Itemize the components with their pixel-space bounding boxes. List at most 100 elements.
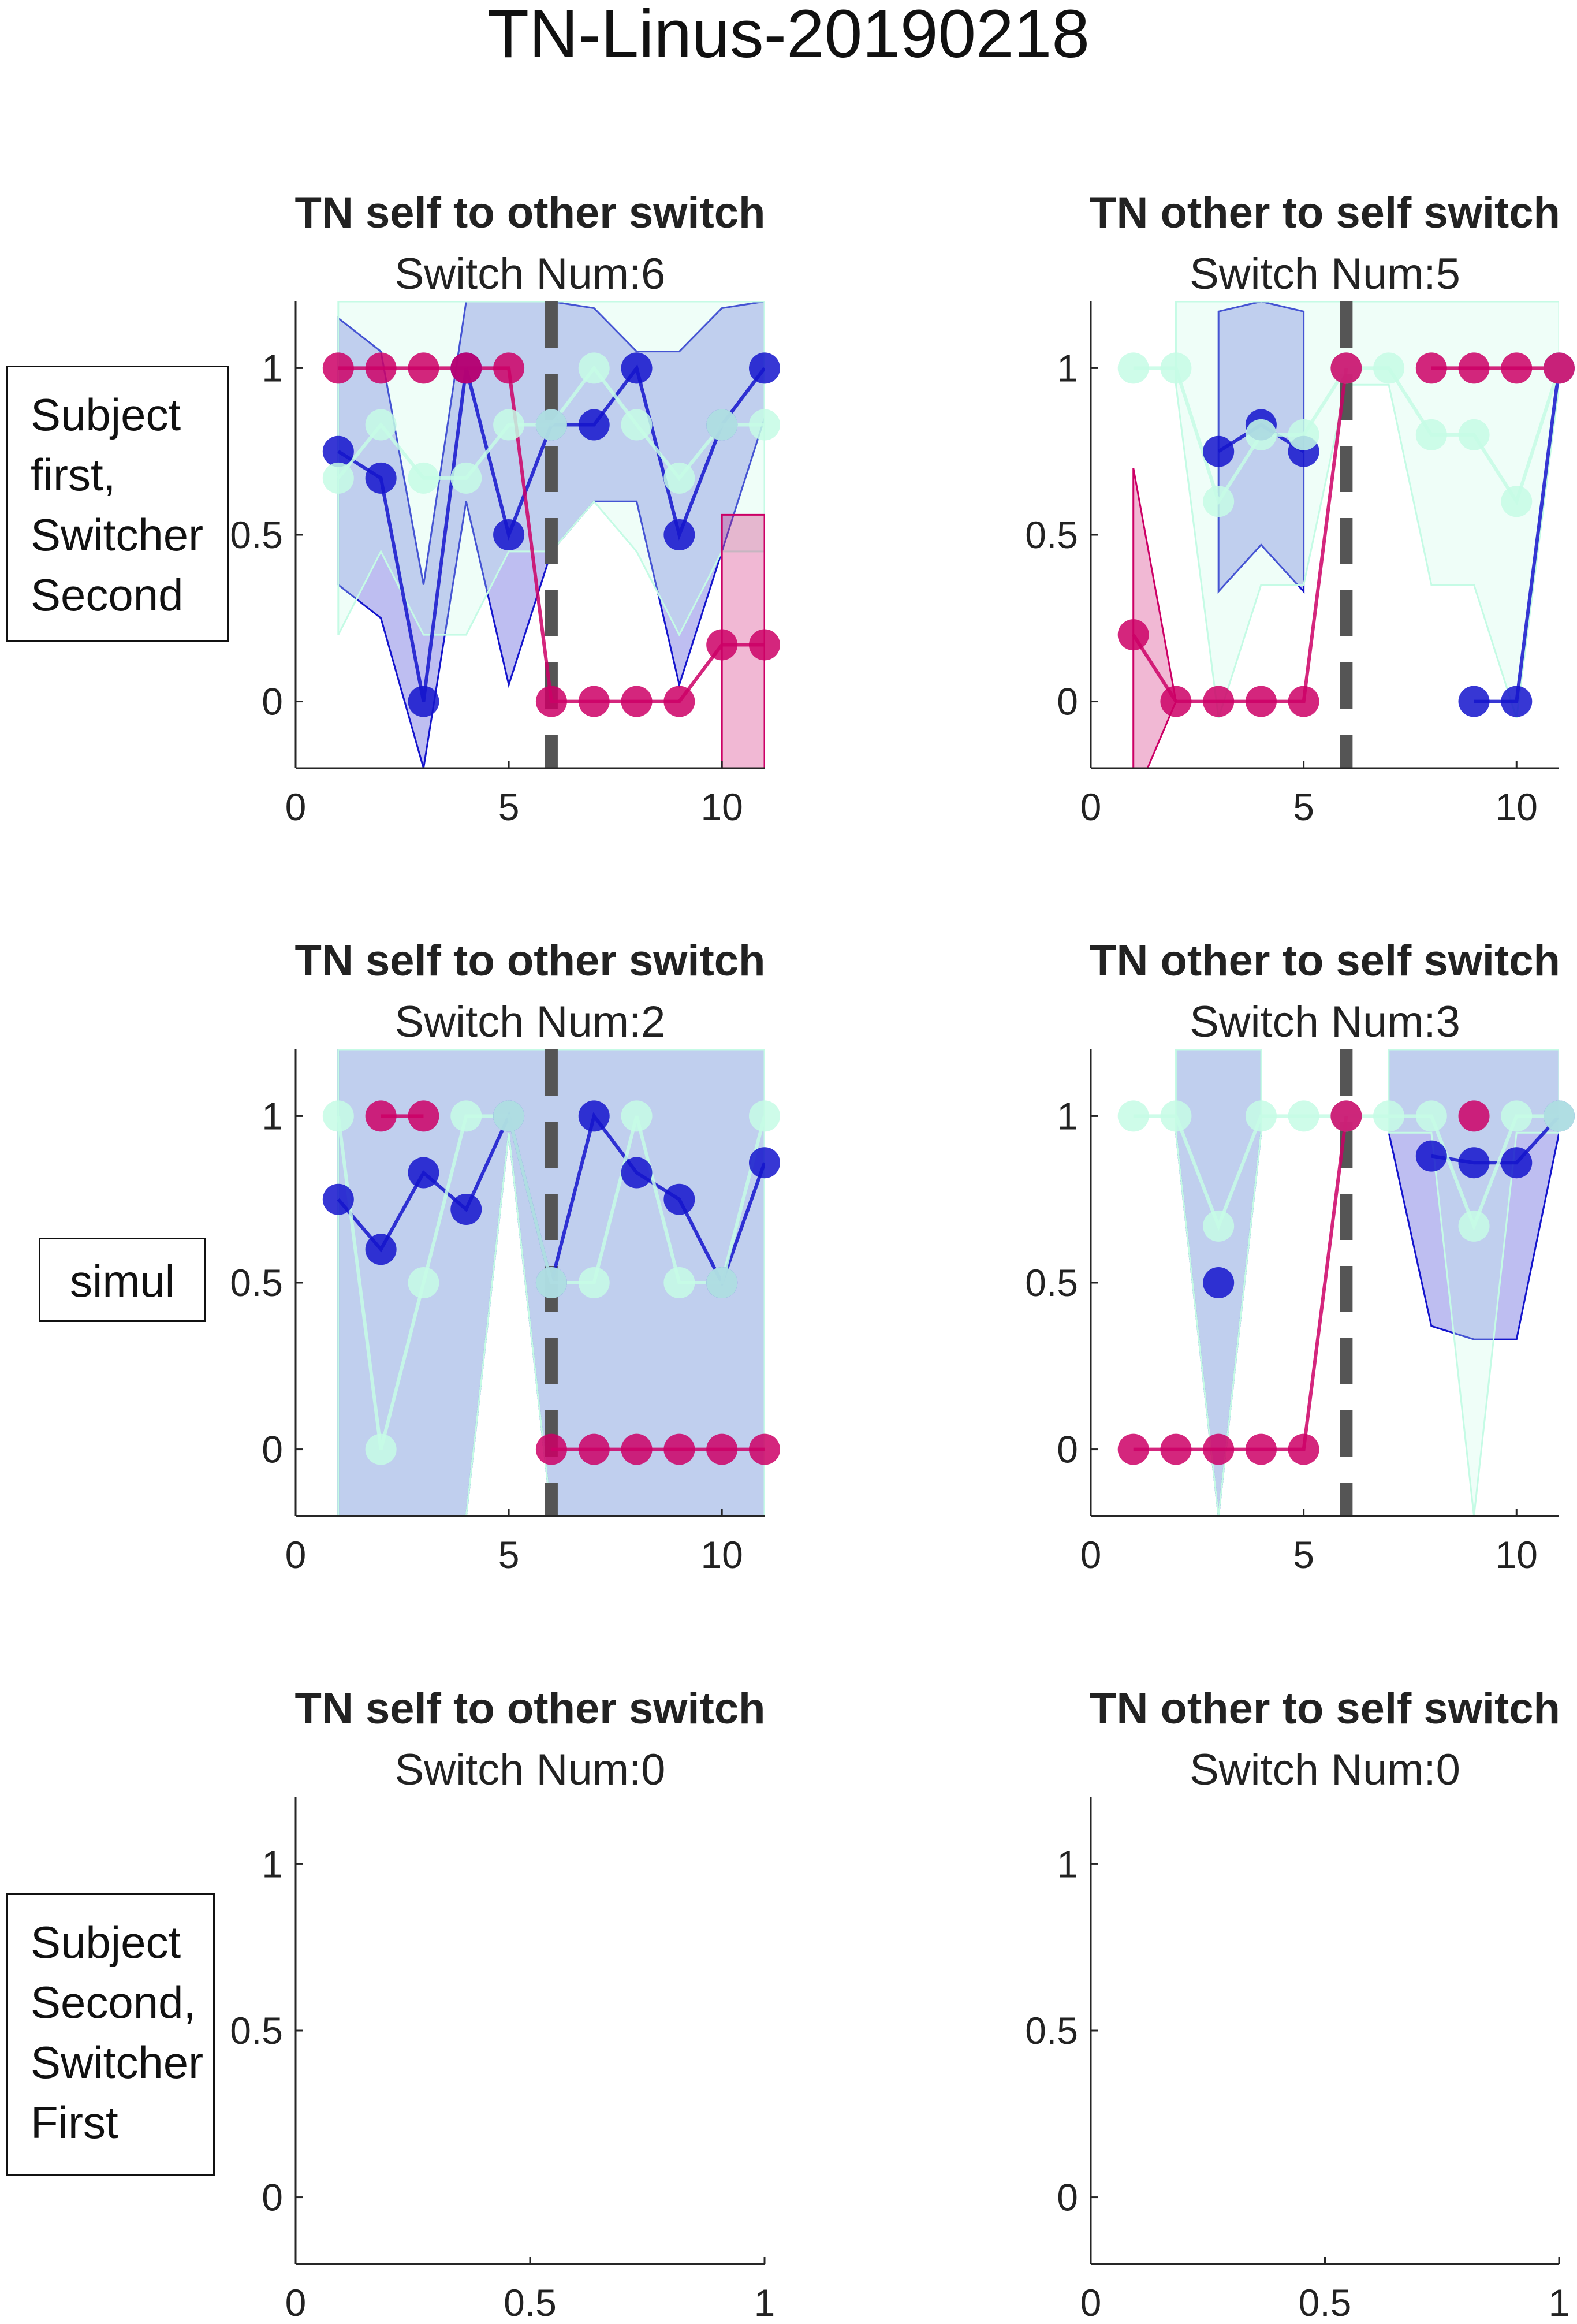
data-point [450, 462, 482, 494]
x-tick-label: 10 [700, 785, 743, 828]
data-point [1458, 419, 1490, 450]
data-point [493, 519, 525, 550]
subplot-1: 0 5 10 0 0.5 1 TN self to other switch Switch N… [230, 188, 780, 828]
x-tick-label: 10 [1496, 1533, 1538, 1576]
row-label-subject-first: Subject first, Switcher Second [6, 366, 229, 642]
x-tick-label: 0 [1080, 785, 1102, 828]
data-point [578, 686, 610, 717]
y-tick-label: 1 [262, 1842, 283, 1885]
subplot-subtitle: Switch Num:0 [395, 1745, 666, 1794]
x-tick-label: 1 [1549, 2281, 1570, 2324]
data-point [1288, 1100, 1319, 1132]
row-label-line: Switcher [31, 2037, 204, 2088]
subplot-6: 0 0.5 1 0 0.5 1 TN other to self switch Switch … [1025, 1684, 1569, 2324]
data-point [749, 1433, 780, 1465]
data-point [1415, 1100, 1447, 1132]
y-tick-label: 1 [262, 347, 283, 389]
data-point [1245, 686, 1277, 717]
data-point [1288, 1433, 1319, 1465]
x-tick-label: 5 [1293, 785, 1314, 828]
data-point [578, 1267, 610, 1298]
data-point [535, 1433, 567, 1465]
subplot-subtitle: Switch Num:0 [1190, 1745, 1460, 1794]
data-point [1501, 1100, 1533, 1132]
row-label-line: Subject [31, 1917, 181, 1968]
data-point [1117, 1433, 1149, 1465]
data-point [1160, 686, 1192, 717]
data-point [1203, 486, 1235, 517]
y-tick-label: 1 [262, 1094, 283, 1137]
subplot-5: 0 0.5 1 0 0.5 1 TN self to other switch Switch … [230, 1684, 775, 2324]
y-tick-label: 0 [262, 2176, 283, 2219]
y-tick-label: 0.5 [1025, 513, 1078, 556]
data-point [1160, 352, 1192, 384]
x-tick-label: 0 [285, 1533, 307, 1576]
y-tick-label: 1 [1057, 1094, 1078, 1137]
data-point [578, 352, 610, 384]
data-point [1160, 1100, 1192, 1132]
row-label-simul: simul [39, 1238, 206, 1322]
data-point [706, 1267, 738, 1298]
data-point [450, 352, 482, 384]
data-point [493, 352, 525, 384]
subplot-title: TN other to self switch [1090, 936, 1560, 985]
row-label-line: Subject [31, 389, 181, 440]
y-tick-label: 1 [1057, 1842, 1078, 1885]
data-point [535, 1267, 567, 1298]
data-point [1544, 352, 1575, 384]
x-tick-label: 0.5 [1299, 2281, 1352, 2324]
data-point [493, 1100, 525, 1132]
x-tick-label: 5 [498, 785, 520, 828]
data-point [322, 1183, 354, 1215]
data-point [663, 1433, 695, 1465]
data-point [1330, 352, 1362, 384]
data-point [450, 1100, 482, 1132]
data-point [663, 519, 695, 550]
y-tick-label: 0.5 [230, 2009, 283, 2052]
data-point [749, 352, 780, 384]
data-point [1501, 352, 1533, 384]
data-point [365, 1100, 397, 1132]
data-point [365, 409, 397, 441]
subplot-title: TN self to other switch [295, 1684, 766, 1733]
row-label-line: first, [31, 449, 116, 500]
data-point [408, 352, 439, 384]
y-tick-label: 0 [1057, 1428, 1078, 1471]
data-point [621, 409, 653, 441]
data-point [749, 1100, 780, 1132]
y-tick-label: 0 [1057, 2176, 1078, 2219]
row-label-line: First [31, 2097, 118, 2148]
x-tick-label: 10 [700, 1533, 743, 1576]
confidence-band [1388, 1049, 1559, 1516]
data-point [749, 629, 780, 661]
subplot-title: TN other to self switch [1090, 188, 1560, 237]
data-point [408, 1267, 439, 1298]
data-point [1458, 1147, 1490, 1179]
data-point [1501, 1147, 1533, 1179]
data-point [322, 462, 354, 494]
x-tick-label: 0 [1080, 2281, 1102, 2324]
subplot-subtitle: Switch Num:5 [1190, 249, 1460, 299]
row-label-line: Second [31, 569, 184, 620]
data-point [1203, 1433, 1235, 1465]
data-point [1203, 1210, 1235, 1242]
data-point [365, 1433, 397, 1465]
y-tick-label: 0.5 [230, 513, 283, 556]
data-point [1458, 352, 1490, 384]
data-point [322, 1100, 354, 1132]
x-tick-label: 0 [285, 2281, 307, 2324]
subplot-subtitle: Switch Num:6 [395, 249, 666, 299]
row-label-line: Second, [31, 1977, 196, 2028]
data-point [1458, 1100, 1490, 1132]
data-point [1203, 1267, 1235, 1298]
data-point [1117, 619, 1149, 651]
data-point [663, 1183, 695, 1215]
data-point [493, 409, 525, 441]
y-tick-label: 0 [1057, 680, 1078, 723]
data-point [408, 462, 439, 494]
data-point [1415, 352, 1447, 384]
x-tick-label: 0.5 [504, 2281, 557, 2324]
data-point [535, 409, 567, 441]
data-point [408, 1100, 439, 1132]
data-point [1415, 1140, 1447, 1172]
